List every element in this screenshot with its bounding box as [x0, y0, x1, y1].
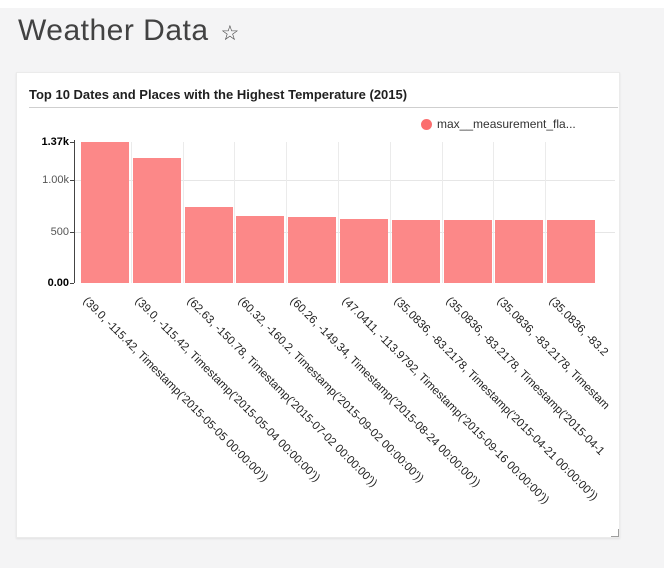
x-axis-tick-label: (35.0836, -83.2178, Timestamp('2015-04-2… — [391, 295, 600, 504]
bar[interactable] — [495, 219, 544, 283]
top-strip — [0, 0, 664, 8]
bar[interactable] — [80, 142, 129, 283]
page-header: Weather Data ☆ — [18, 14, 239, 48]
x-axis-tick-label: (60.26, -149.34, Timestamp('2015-08-24 0… — [287, 295, 483, 490]
y-axis-tick-label: 0.00 — [47, 277, 69, 289]
resize-handle-icon[interactable] — [611, 529, 619, 537]
y-axis-tick-mark — [70, 231, 74, 233]
bar[interactable] — [236, 215, 285, 283]
bar[interactable] — [391, 219, 440, 283]
legend-series-dot-icon — [421, 118, 432, 130]
gridline-horizontal — [74, 180, 615, 182]
x-axis-tick-label: (39.0, -115.42, Timestamp('2015-05-04 00… — [132, 295, 322, 485]
gridline-vertical — [338, 142, 339, 283]
y-axis-tick-label: 1.00k — [42, 174, 69, 187]
x-axis-tick-label: (60.32, -160.2, Timestamp('2015-09-02 00… — [235, 295, 426, 486]
bar[interactable] — [184, 207, 233, 283]
title-divider — [29, 107, 618, 108]
bar[interactable] — [288, 216, 337, 283]
bar[interactable] — [339, 218, 388, 283]
x-axis-tick-label: (35.0836, -83.2178, Timestam — [494, 295, 612, 412]
bar-chart-plot-area: 1.37k 1.00k 500 0.00 (39.0, -115.42, Timesta… — [17, 73, 619, 537]
gridline-vertical — [182, 142, 184, 283]
y-axis-tick-label: 500 — [50, 225, 69, 238]
gridline-vertical — [493, 142, 495, 283]
gridline-vertical — [441, 142, 443, 283]
legend-series-label: max__measurement_fla... — [437, 117, 576, 131]
chart-title: Top 10 Dates and Places with the Highest… — [29, 87, 408, 102]
legend-item[interactable]: max__measurement_fla... — [421, 117, 576, 131]
bar[interactable] — [132, 158, 181, 283]
favorite-star-icon[interactable]: ☆ — [220, 21, 240, 45]
y-axis-tick-mark — [70, 283, 74, 284]
x-axis-tick-label: (62.63, -150.78, Timestamp('2015-07-02 0… — [184, 295, 379, 490]
y-axis-tick-mark — [70, 142, 74, 143]
gridline-vertical — [389, 142, 391, 283]
bar[interactable] — [443, 219, 492, 283]
y-axis-tick-mark — [70, 180, 74, 182]
gridline-vertical — [130, 142, 132, 283]
gridline-vertical — [234, 142, 236, 283]
y-axis-line — [74, 140, 75, 283]
page-title: Weather Data — [18, 14, 209, 47]
x-axis-tick-label: (39.0, -115.42, Timestamp('2015-05-05 00… — [80, 295, 270, 485]
bar[interactable] — [547, 220, 596, 283]
gridline-vertical — [545, 142, 547, 283]
gridline-vertical — [286, 142, 288, 283]
chart-card: Top 10 Dates and Places with the Highest… — [16, 72, 620, 538]
y-axis-tick-label: 1.37k — [41, 136, 69, 148]
